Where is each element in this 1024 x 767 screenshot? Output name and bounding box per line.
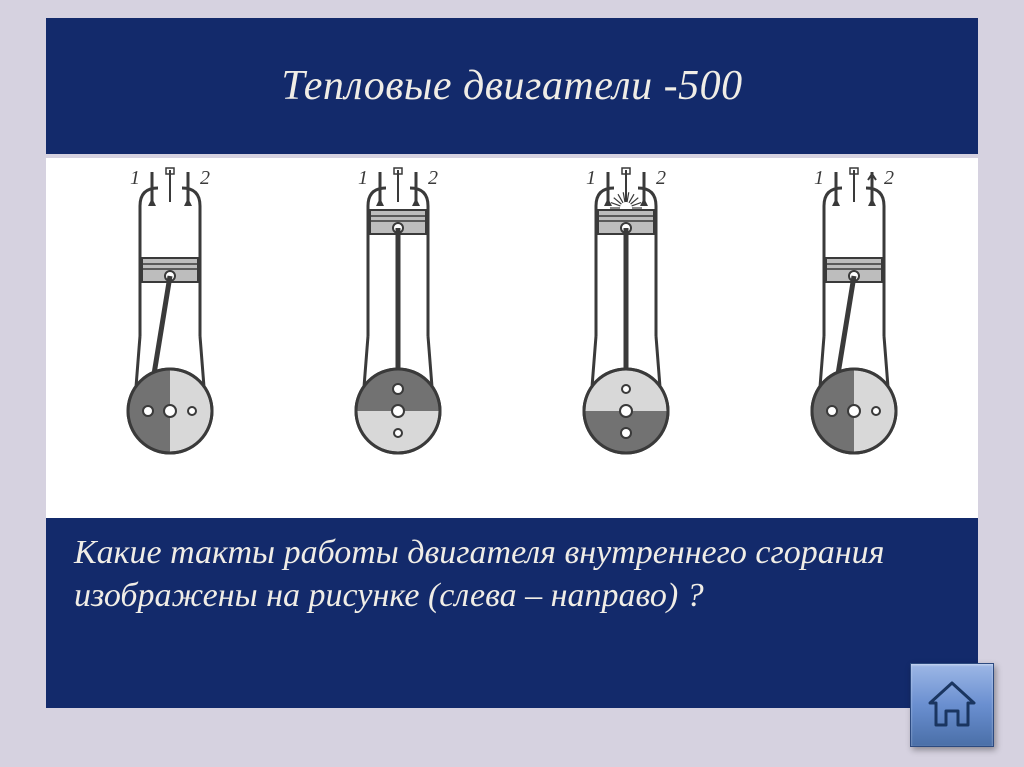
svg-text:2: 2 xyxy=(200,167,210,189)
home-icon xyxy=(924,677,980,733)
svg-text:1: 1 xyxy=(814,167,824,189)
engine-panel: 1 2 xyxy=(70,166,270,491)
engine-diagram-4: 1 2 xyxy=(754,166,954,486)
engine-diagram-3: 1 2 xyxy=(526,166,726,486)
engine-panel: 1 2 xyxy=(298,166,498,491)
engine-diagram-1: 1 2 xyxy=(70,166,270,486)
slide-card: Тепловые двигатели -500 1 2 xyxy=(46,18,978,708)
svg-text:1: 1 xyxy=(586,167,596,189)
question-text: Какие такты работы двигателя внутреннего… xyxy=(74,532,950,617)
engine-diagram-2: 1 2 xyxy=(298,166,498,486)
engine-panel: 1 2 xyxy=(754,166,954,491)
engine-figure: 1 2 xyxy=(46,158,978,518)
svg-text:1: 1 xyxy=(130,167,140,189)
home-button[interactable] xyxy=(910,663,994,747)
svg-text:2: 2 xyxy=(428,167,438,189)
title-band: Тепловые двигатели -500 xyxy=(46,18,978,158)
svg-text:2: 2 xyxy=(656,167,666,189)
slide-title: Тепловые двигатели -500 xyxy=(281,62,742,110)
engine-panel: 1 2 xyxy=(526,166,726,491)
question-area: Какие такты работы двигателя внутреннего… xyxy=(46,518,978,617)
svg-text:2: 2 xyxy=(884,167,894,189)
svg-text:1: 1 xyxy=(358,167,368,189)
